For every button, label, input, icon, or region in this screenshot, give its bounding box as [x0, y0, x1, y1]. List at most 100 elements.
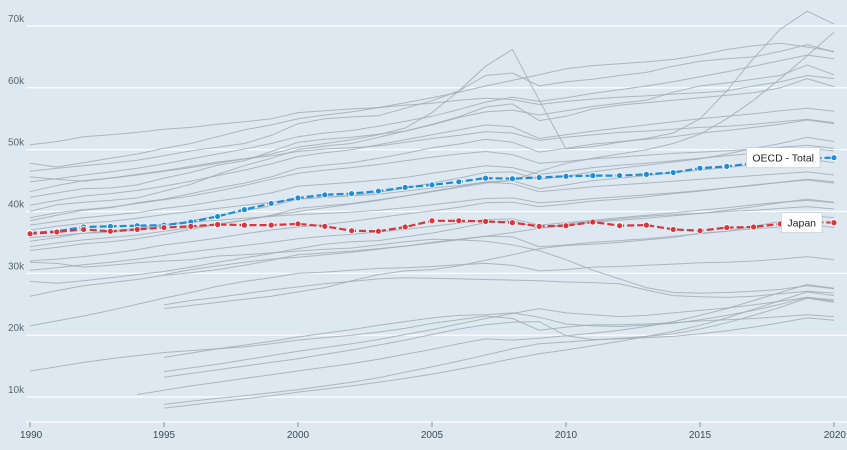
japan-point: [267, 221, 275, 229]
background-series-line: [163, 296, 835, 358]
oecd-total-point: [321, 191, 329, 199]
oecd-total-point: [428, 181, 436, 189]
japan-point: [80, 226, 87, 233]
background-series-line: [29, 147, 835, 226]
japan-label: Japan: [780, 212, 823, 234]
y-tick-label: 10k: [8, 385, 25, 396]
oecd-total-point: [616, 172, 623, 180]
background-series-line: [29, 256, 835, 327]
oecd-total-point: [509, 175, 516, 183]
japan-point: [26, 230, 34, 238]
oecd-total-point: [348, 190, 356, 197]
background-series-line: [29, 74, 835, 146]
background-series-line: [29, 31, 835, 248]
background-series-line: [29, 10, 835, 182]
japan-point: [696, 227, 704, 235]
japan-point: [455, 217, 463, 225]
oecd-total-point: [240, 206, 248, 214]
x-tick-label: 2020: [824, 430, 847, 441]
background-series-line: [163, 296, 835, 373]
japan-point: [348, 227, 356, 235]
japan-point: [509, 219, 516, 227]
oecd-total-point: [723, 162, 731, 170]
background-series-line: [29, 118, 835, 193]
japan-label-text: Japan: [787, 218, 816, 230]
background-series-line: [29, 44, 835, 172]
oecd-total-point: [830, 154, 838, 162]
y-tick-label: 20k: [8, 323, 25, 334]
japan-point: [589, 218, 597, 226]
x-tick-label: 2000: [287, 430, 310, 441]
oecd-total-point: [455, 178, 463, 186]
japan-point: [562, 222, 570, 230]
y-tick-label: 50k: [8, 138, 25, 149]
background-series-line: [137, 283, 835, 395]
japan-point: [294, 220, 302, 228]
background-series-line: [163, 297, 835, 405]
background-series-line: [163, 317, 835, 378]
oecd-total-point: [535, 174, 543, 181]
japan-point: [723, 224, 731, 231]
japan-point: [187, 222, 195, 230]
japan-point: [160, 224, 168, 231]
x-tick-label: 2015: [689, 430, 712, 441]
japan-point: [321, 222, 329, 230]
y-axis-ticks: 10k 20k 30k 40k 50k 60k 70k: [8, 14, 25, 396]
background-series-line: [29, 179, 835, 262]
japan-label-box: [780, 212, 823, 234]
japan-point: [374, 227, 382, 235]
japan-point: [616, 222, 623, 230]
series-labels: OECD - Total Japan: [745, 147, 823, 234]
japan-point: [482, 217, 490, 225]
japan-point: [669, 226, 677, 233]
oecd-total-label-text: OECD - Total: [752, 153, 814, 165]
background-series-line: [163, 277, 835, 306]
gridlines: [26, 25, 847, 423]
background-series-line: [29, 144, 835, 219]
japan-point: [535, 222, 543, 230]
oecd-total-point: [562, 172, 570, 180]
oecd-total-point: [696, 164, 704, 172]
oecd-total-point: [669, 169, 677, 176]
x-axis-ticks: 1990 1995 2000 2005 2010 2015 2020: [20, 422, 846, 441]
japan-point: [428, 217, 436, 225]
background-series-line: [29, 64, 835, 212]
background-series-line: [29, 54, 835, 183]
oecd-total-point: [589, 172, 597, 180]
japan-point: [214, 221, 222, 228]
background-series-line: [29, 78, 835, 198]
japan-point: [133, 226, 141, 233]
oecd-total-point: [294, 194, 302, 202]
japan-point: [750, 223, 757, 231]
y-tick-label: 30k: [8, 261, 25, 272]
background-series-line: [29, 238, 835, 294]
x-tick-label: 2005: [421, 430, 444, 441]
background-series-line: [29, 199, 835, 271]
background-series: [29, 10, 835, 409]
oecd-total-point: [267, 200, 275, 207]
background-series-line: [29, 42, 835, 168]
japan-point: [53, 228, 61, 236]
background-series-line: [163, 206, 835, 276]
background-series-line: [29, 119, 835, 222]
japan-point: [240, 221, 248, 229]
oecd-total-point: [482, 174, 490, 182]
japan-point: [643, 221, 650, 229]
background-series-line: [163, 291, 835, 409]
y-tick-label: 70k: [8, 14, 25, 25]
japan-point: [401, 223, 409, 231]
japan-point: [830, 219, 838, 227]
x-tick-label: 1990: [20, 430, 43, 441]
oecd-total-point: [374, 187, 382, 195]
background-series-line: [29, 223, 835, 297]
y-tick-label: 60k: [8, 76, 25, 87]
highlighted-series: [26, 154, 838, 238]
x-tick-label: 1995: [153, 430, 176, 441]
oecd-total-label-box: [745, 147, 821, 169]
y-tick-label: 40k: [8, 200, 25, 211]
oecd-total-label: OECD - Total: [745, 147, 821, 169]
background-series-line: [29, 314, 835, 372]
oecd-total-point: [401, 183, 409, 191]
